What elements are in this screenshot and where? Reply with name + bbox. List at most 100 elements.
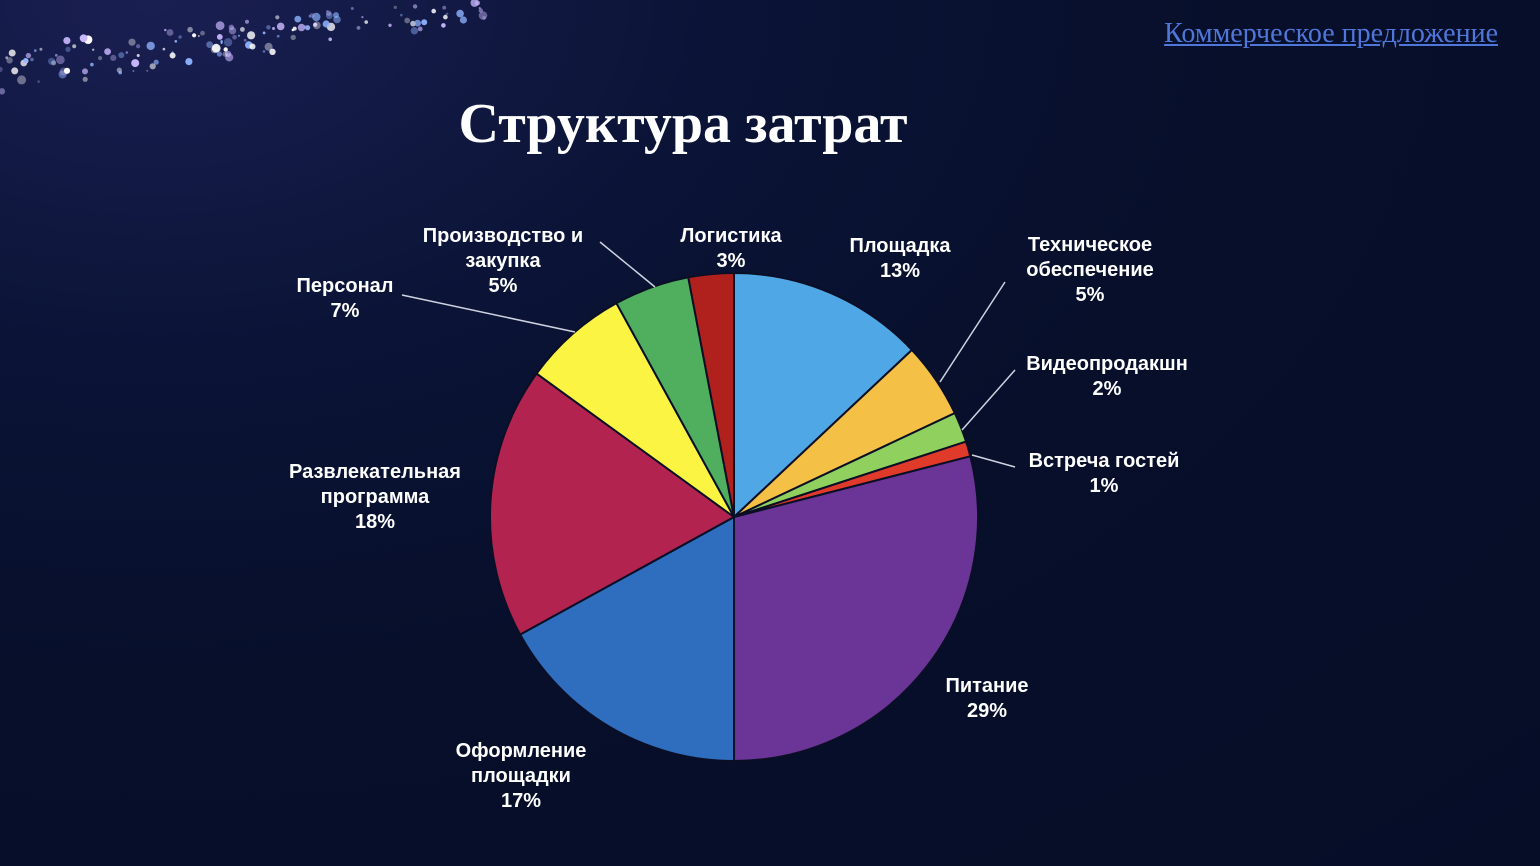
pie-slice-10: [687, 271, 735, 518]
sparkle-dot: [361, 16, 364, 19]
sparkle-dot: [240, 27, 245, 32]
sparkle-dot: [445, 12, 449, 16]
sparkle-dot: [266, 25, 271, 30]
sparkle-dot: [118, 52, 125, 59]
sparkle-dot: [169, 52, 176, 59]
slice-label-line: закупка: [465, 250, 541, 272]
sparkle-dot: [17, 75, 27, 85]
sparkle-dot: [478, 8, 483, 13]
sparkle-dot: [443, 14, 448, 20]
sparkle-dot: [192, 33, 197, 38]
sparkle-dot: [441, 23, 446, 28]
sparkle-dot: [388, 23, 392, 27]
slice-label-line: Техническое: [1028, 234, 1152, 256]
slice-label-5: Питание 29%: [945, 675, 1028, 722]
slice-label-line: Встреча гостей: [1029, 450, 1180, 472]
sparkle-dot: [166, 29, 174, 36]
sparkle-dot: [410, 27, 419, 35]
sparkle-dot: [11, 67, 19, 75]
sparkle-dot: [48, 57, 56, 65]
sparkle-dot: [322, 20, 330, 28]
sparkle-dot: [238, 34, 240, 37]
sparkle-dot: [104, 48, 111, 55]
slice-label-line: 5%: [489, 275, 518, 297]
slice-label-10: Логистика 3%: [680, 225, 782, 272]
sparkle-dot: [326, 10, 329, 13]
sparkle-dot: [136, 54, 140, 57]
sparkle-dot: [98, 56, 103, 61]
slice-label-line: 18%: [355, 511, 395, 533]
sparkle-dot: [8, 49, 16, 57]
sparkle-dot: [39, 47, 43, 51]
sparkle-dot: [110, 54, 117, 62]
sparkle-dot: [200, 30, 205, 36]
sparkle-dot: [34, 49, 37, 52]
sparkle-dot: [276, 34, 280, 38]
sparkle-dot: [79, 34, 88, 43]
sparkle-dot: [247, 31, 256, 40]
sparkle-dot: [262, 50, 266, 53]
slice-label-line: обеспечение: [1026, 259, 1154, 281]
sparkle-dot: [211, 43, 221, 53]
sparkle-dot: [136, 44, 141, 49]
sparkle-dot: [290, 34, 296, 41]
sparkle-dot: [25, 52, 32, 59]
sparkle-dot: [326, 10, 332, 16]
leader-line-4: [971, 454, 1016, 468]
sparkle-dot: [222, 51, 228, 57]
sparkle-dot: [162, 47, 166, 51]
sparkle-dot: [470, 0, 479, 7]
sparkle-dot: [153, 59, 159, 65]
sparkle-dot: [249, 43, 256, 50]
leader-line-8: [401, 294, 576, 333]
pie-slice-5: [733, 455, 979, 763]
pie-slice-6: [518, 515, 735, 763]
slice-label-line: 7%: [331, 300, 360, 322]
sparkle-dot: [262, 31, 266, 35]
sparkle-dot: [72, 44, 77, 49]
sparkle-decoration: [0, 0, 488, 95]
sparkle-dot: [482, 16, 486, 20]
sparkle-dot: [350, 7, 354, 10]
slice-label-4: Встреча гостей 1%: [1029, 450, 1180, 497]
sparkle-dot: [442, 5, 447, 10]
sparkle-dot: [364, 20, 369, 24]
sparkle-dot: [276, 22, 285, 31]
commercial-offer-link[interactable]: Коммерческое предложение: [1164, 18, 1498, 49]
sparkle-dot: [54, 53, 58, 57]
slice-label-line: 2%: [1093, 378, 1122, 400]
sparkle-dot: [37, 80, 40, 83]
slice-label-line: Оформление: [456, 740, 587, 762]
sparkle-dot: [264, 42, 273, 51]
sparkle-dot: [0, 66, 3, 72]
sparkle-dot: [90, 62, 94, 67]
sparkle-dot: [417, 26, 423, 32]
sparkle-dot: [269, 48, 276, 55]
sparkle-dot: [225, 53, 234, 62]
sparkle-dot: [23, 58, 28, 63]
sparkle-dot: [223, 38, 233, 47]
pie-slice-8: [535, 301, 735, 518]
slice-label-line: Питание: [945, 675, 1028, 697]
slice-label-6: Оформление площадки 17%: [456, 740, 587, 812]
sparkle-dot: [82, 76, 88, 82]
sparkle-dot: [185, 58, 193, 66]
sparkle-dot: [412, 4, 418, 9]
sparkle-dot: [197, 35, 200, 37]
sparkle-dot: [132, 70, 135, 72]
pie-slice-1: [733, 271, 914, 520]
slice-label-line: Развлекательная: [289, 461, 461, 483]
sparkle-dot: [245, 19, 249, 24]
leader-line-2: [939, 281, 1006, 383]
sparkle-dot: [56, 55, 65, 65]
sparkle-dot: [92, 48, 95, 51]
sparkle-dot: [404, 17, 411, 24]
sparkle-dot: [305, 25, 311, 31]
slice-label-8: Персонал 7%: [297, 275, 394, 322]
slice-label-line: Площадка: [849, 235, 951, 257]
slice-label-9: Производство и закупка 5%: [423, 225, 583, 297]
sparkle-dot: [478, 11, 488, 20]
sparkle-dot: [0, 88, 6, 95]
